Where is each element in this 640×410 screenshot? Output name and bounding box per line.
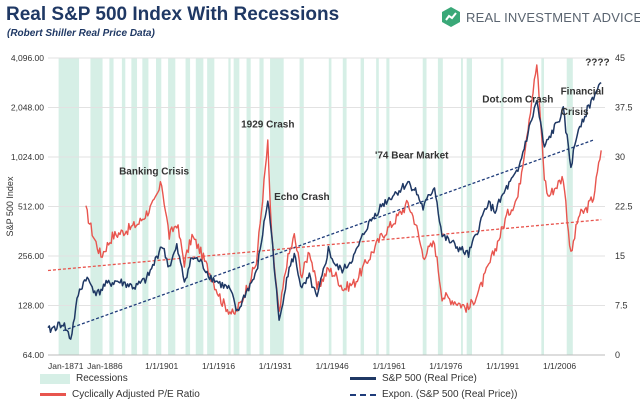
brand-logo: REAL INVESTMENT ADVICE xyxy=(440,6,640,28)
y-tick-label: 512.00 xyxy=(18,202,44,212)
y-tick-label: 2,048.00 xyxy=(11,103,44,113)
annotation-label: Crisis xyxy=(561,107,589,118)
y2-tick-label: 45 xyxy=(615,53,625,63)
legend: Recessions S&P 500 (Real Price) Cyclical… xyxy=(14,373,634,407)
annotation-label: Dot.com Crash xyxy=(482,94,553,105)
cape-trend-line xyxy=(47,219,602,272)
sp500-trend-line xyxy=(62,139,594,332)
x-tick-label: 1/1/1901 xyxy=(145,361,178,371)
annotation-label: ???? xyxy=(585,57,609,68)
x-tick-label: 1/1/2006 xyxy=(543,361,576,371)
legend-item-recessions: Recessions xyxy=(40,373,128,384)
annotations: Banking Crisis 1929 Crash Echo Crash '74 Be… xyxy=(119,57,610,203)
legend-swatch-sp500 xyxy=(350,377,376,380)
x-tick-label: 1/1/1976 xyxy=(429,361,462,371)
x-tick-label: Jan-1871 xyxy=(48,361,84,371)
x-tick-label: 1/1/1991 xyxy=(486,361,519,371)
legend-swatch-recessions xyxy=(40,373,70,384)
annotation-label: 1929 Crash xyxy=(241,119,294,130)
legend-label-trend: Expon. (S&P 500 (Real Price)) xyxy=(382,389,518,400)
chart-title: Real S&P 500 Index With Recessions xyxy=(6,4,340,25)
y2-tick-label: 22.5 xyxy=(615,202,633,212)
y-tick-label: 256.00 xyxy=(18,251,44,261)
legend-label-sp500: S&P 500 (Real Price) xyxy=(382,373,477,384)
sp500-line xyxy=(47,82,602,340)
legend-label-cape: Cyclically Adjusted P/E Ratio xyxy=(72,389,200,400)
x-tick-label: 1/1/1961 xyxy=(372,361,405,371)
y-tick-label: 128.00 xyxy=(18,301,44,311)
legend-item-trend: Expon. (S&P 500 (Real Price)) xyxy=(350,389,517,400)
x-tick-label: 1/1/1916 xyxy=(202,361,235,371)
annotation-label: '74 Bear Market xyxy=(375,151,449,162)
y2-tick-label: 37.5 xyxy=(615,103,633,113)
series-lines xyxy=(47,64,602,340)
y-tick-label: 4,096.00 xyxy=(11,53,44,63)
y2-tick-label: 7.5 xyxy=(615,301,628,311)
annotation-label: Banking Crisis xyxy=(119,167,189,178)
y-tick-label: 64.00 xyxy=(23,350,45,360)
axes: 64.00 128.00 256.00 512.00 1,024.00 2,048.00 4… xyxy=(5,53,633,371)
legend-item-cape: Cyclically Adjusted P/E Ratio xyxy=(40,389,200,400)
brand-name: REAL INVESTMENT ADVICE xyxy=(466,9,640,25)
x-tick-label: 1/1/1931 xyxy=(259,361,292,371)
x-tick-label: Jan-1886 xyxy=(87,361,123,371)
y2-tick-label: 0 xyxy=(615,350,620,360)
legend-label-recessions: Recessions xyxy=(76,373,128,384)
y2-tick-label: 30 xyxy=(615,152,625,162)
y2-tick-label: 15 xyxy=(615,251,625,261)
legend-swatch-trend xyxy=(350,393,376,396)
annotation-label: Financial xyxy=(561,87,605,98)
y-axis-title: S&P 500 Index xyxy=(5,176,15,236)
x-tick-label: 1/1/1946 xyxy=(316,361,349,371)
legend-swatch-cape xyxy=(40,393,66,396)
brand-icon xyxy=(442,7,460,27)
cape-line xyxy=(85,64,602,315)
chart-subtitle: (Robert Shiller Real Price Data) xyxy=(7,28,155,39)
legend-item-sp500: S&P 500 (Real Price) xyxy=(350,373,477,384)
annotation-label: Echo Crash xyxy=(274,192,330,203)
y-tick-label: 1,024.00 xyxy=(11,152,44,162)
